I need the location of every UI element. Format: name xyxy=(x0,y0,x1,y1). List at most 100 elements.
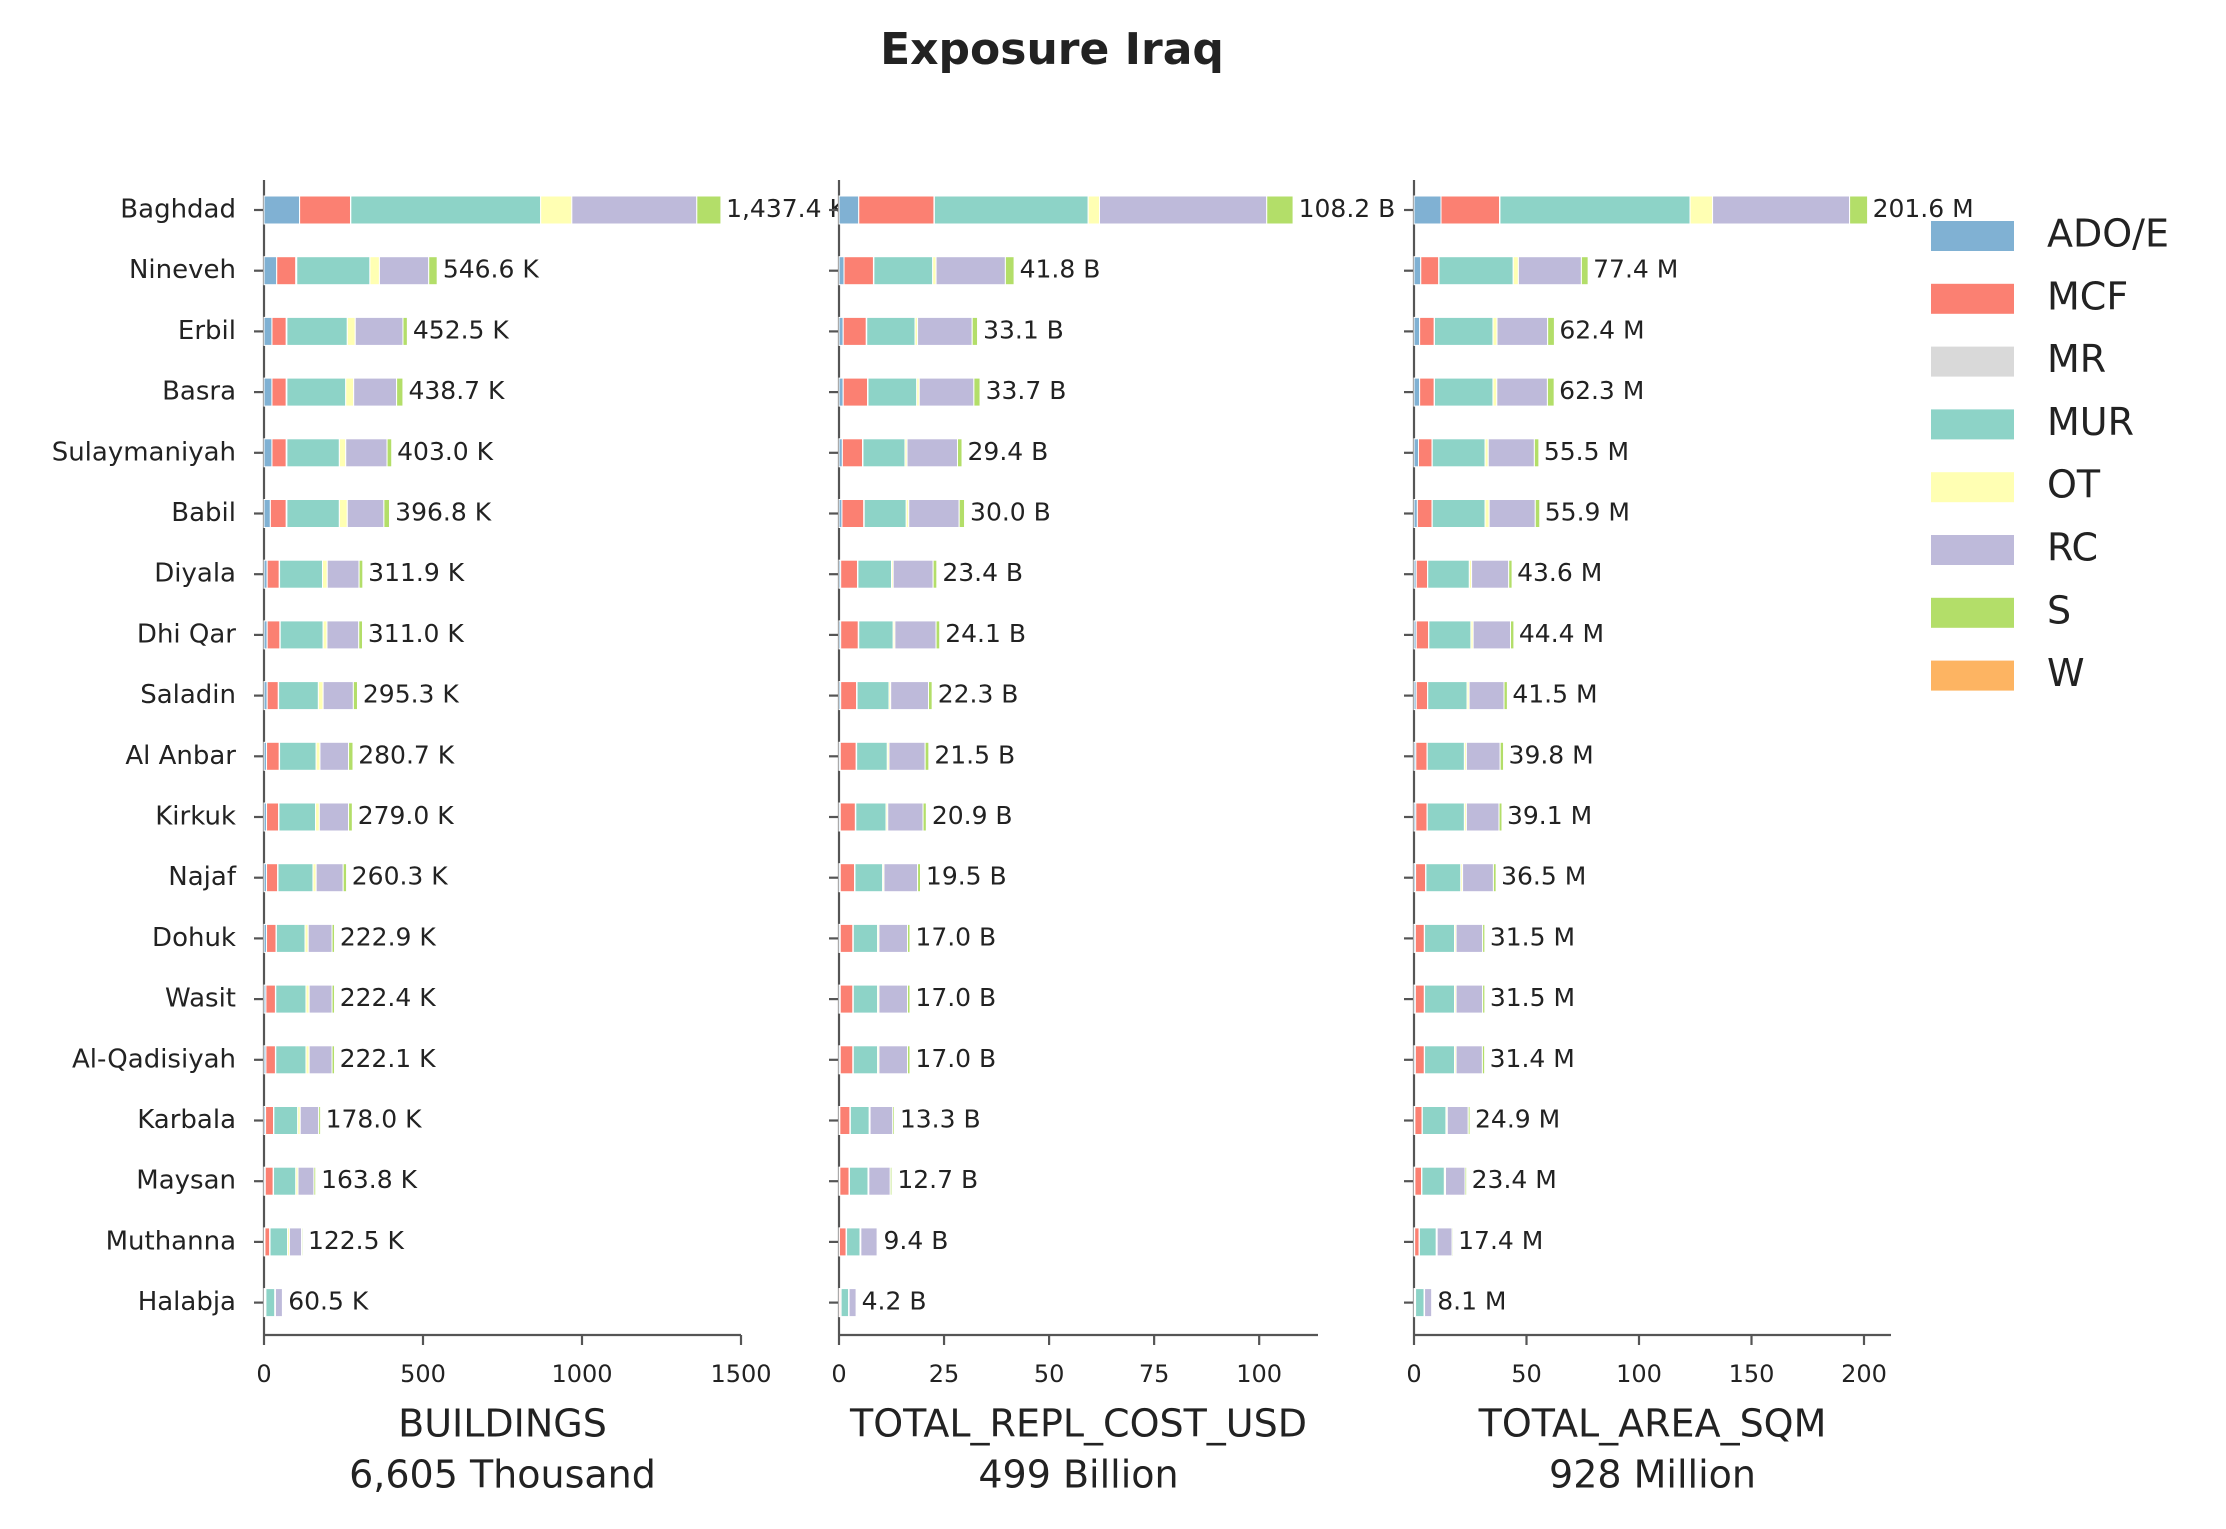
bar-segment xyxy=(279,620,324,650)
bar-segment xyxy=(1492,377,1498,407)
bar-segment xyxy=(1512,256,1519,286)
bar-segment xyxy=(266,802,280,832)
bar-segment xyxy=(869,1106,894,1135)
x-tick-label: 75 xyxy=(1139,1360,1170,1388)
value-label: 260.3 K xyxy=(352,862,449,891)
x-tick-label: 1000 xyxy=(551,1360,612,1388)
value-label: 17.0 B xyxy=(915,1044,996,1073)
bar-segment xyxy=(848,1288,857,1318)
bar-segment xyxy=(1471,559,1510,589)
bar-segment xyxy=(1424,984,1455,1014)
value-label: 31.4 M xyxy=(1490,1044,1575,1073)
value-label: 12.7 B xyxy=(897,1165,978,1194)
bar-segment xyxy=(264,1227,271,1257)
bar-segment xyxy=(1534,499,1541,528)
bar-segment xyxy=(1499,741,1505,771)
bar-segment xyxy=(849,1166,869,1196)
y-tick-label: Saladin xyxy=(140,680,236,710)
legend-swatch xyxy=(1931,472,2014,503)
bar-segment xyxy=(378,256,430,286)
y-tick-label: Halabja xyxy=(138,1287,236,1317)
legend-label: MUR xyxy=(2047,400,2134,444)
bar-segment xyxy=(1481,1045,1486,1075)
x-tick-label: 100 xyxy=(1616,1360,1662,1388)
legend-label: OT xyxy=(2047,463,2101,507)
value-label: 222.1 K xyxy=(340,1044,437,1073)
bar-segment xyxy=(856,741,888,771)
bar-segment xyxy=(1414,1227,1420,1257)
bar-segment xyxy=(1849,195,1869,225)
bar-segment xyxy=(326,559,360,589)
bar-segment xyxy=(840,559,858,589)
value-label: 62.3 M xyxy=(1559,376,1644,405)
bar-segment xyxy=(1424,1288,1433,1318)
bar-segment xyxy=(1415,802,1428,832)
legend-swatch xyxy=(1931,409,2014,440)
bar-segment xyxy=(274,1288,283,1318)
legend-label: MR xyxy=(2047,337,2106,381)
bar-segment xyxy=(308,1045,333,1075)
bar-segment xyxy=(266,559,280,589)
bar-segment xyxy=(296,256,371,286)
value-label: 201.6 M xyxy=(1873,194,1974,223)
bar-segment xyxy=(1413,377,1421,407)
value-label: 163.8 K xyxy=(321,1165,418,1194)
y-tick-label: Basra xyxy=(162,377,236,407)
bar-segment xyxy=(277,863,314,893)
bar-segment xyxy=(1415,559,1428,589)
value-label: 31.5 M xyxy=(1490,983,1575,1012)
value-label: 396.8 K xyxy=(395,498,492,527)
bar-segment xyxy=(922,802,927,832)
bar-segment xyxy=(1426,802,1465,832)
bar-segment xyxy=(286,499,340,528)
value-label: 30.0 B xyxy=(970,498,1051,527)
y-tick-label: Al-Qadisiyah xyxy=(72,1044,236,1074)
bar-segment xyxy=(838,195,860,225)
x-axis-label: 928 Million xyxy=(1549,1453,1756,1497)
bar-segment xyxy=(263,438,273,468)
bar-segment xyxy=(932,559,938,589)
value-label: 122.5 K xyxy=(308,1226,405,1255)
bar-segment xyxy=(935,620,941,650)
bar-segment xyxy=(852,984,879,1014)
bar-segment xyxy=(318,802,350,832)
bar-segment xyxy=(1413,195,1442,225)
y-tick-label: Dhi Qar xyxy=(137,619,236,649)
bar-segment xyxy=(971,316,979,346)
x-tick-label: 150 xyxy=(1729,1360,1775,1388)
bar-segment xyxy=(299,1106,320,1135)
bar-segment xyxy=(342,863,348,893)
bar-segment xyxy=(265,1288,276,1318)
x-axis-label: TOTAL_REPL_COST_USD xyxy=(849,1402,1307,1446)
bar-segment xyxy=(1499,195,1691,225)
value-label: 60.5 K xyxy=(288,1287,369,1316)
bar-segment xyxy=(1446,1106,1469,1135)
value-label: 403.0 K xyxy=(397,437,494,466)
bar-segment xyxy=(846,1227,861,1257)
value-label: 311.0 K xyxy=(368,619,465,648)
bar-segment xyxy=(696,195,722,225)
value-label: 31.5 M xyxy=(1490,922,1575,951)
bar-segment xyxy=(857,559,893,589)
bar-segment xyxy=(888,741,926,771)
bar-segment xyxy=(958,499,966,528)
value-label: 438.7 K xyxy=(409,376,506,405)
bar-segment xyxy=(838,438,843,468)
legend-label: ADO/E xyxy=(2047,212,2169,256)
x-tick-label: 0 xyxy=(831,1360,846,1388)
x-tick-label: 500 xyxy=(400,1360,446,1388)
bar-segment xyxy=(1418,1227,1437,1257)
bar-segment xyxy=(1413,316,1421,346)
value-label: 178.0 K xyxy=(326,1105,423,1134)
bar-segment xyxy=(1413,499,1418,528)
bar-segment xyxy=(908,499,960,528)
bar-segment xyxy=(369,256,380,286)
bar-segment xyxy=(894,620,937,650)
bar-segment xyxy=(973,377,981,407)
bar-segment xyxy=(322,681,354,711)
bar-segment xyxy=(346,499,385,528)
bar-segment xyxy=(1433,377,1494,407)
value-label: 19.5 B xyxy=(926,862,1007,891)
value-label: 39.1 M xyxy=(1507,801,1592,830)
